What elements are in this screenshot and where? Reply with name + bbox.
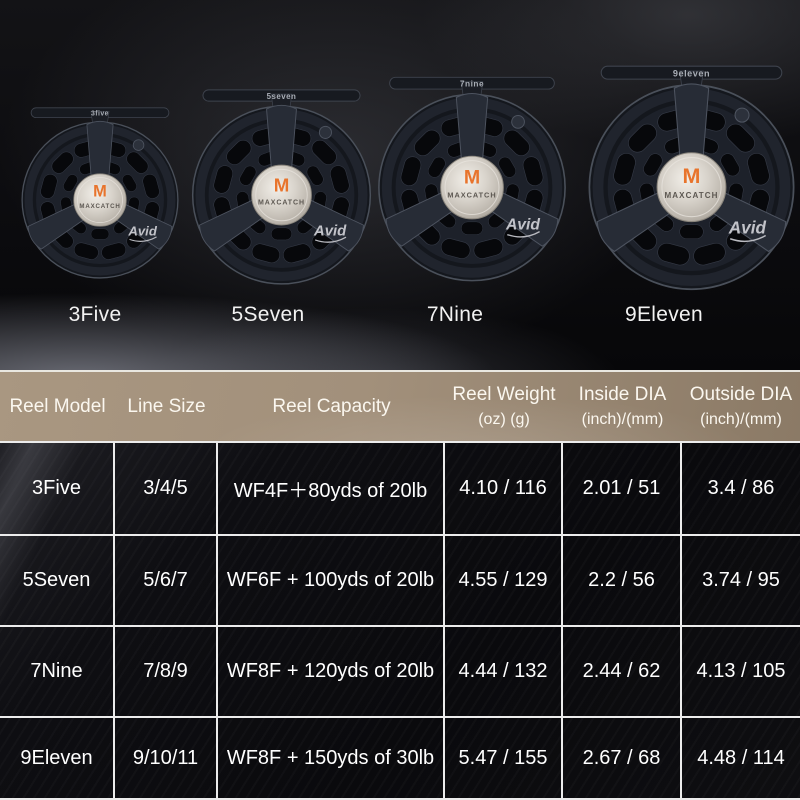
cell-reel-model: 5Seven [0, 536, 115, 625]
brand-name: MAXCATCH [447, 190, 496, 199]
cell-reel-weight: 4.10 / 116 [445, 443, 563, 534]
reel-graphic: 9eleven M MAXCATCH Avid [584, 56, 799, 295]
cell-outside-dia: 3.4 / 86 [707, 477, 775, 499]
cell-line-size: 3/4/5 [115, 443, 218, 534]
header-line1: Outside DIA [689, 384, 793, 405]
reel-handle-label: 7nine [460, 79, 484, 89]
cell-line-size: 7/8/9 [115, 627, 218, 716]
cell-inside-dia: 2.67 / 68 [563, 718, 682, 798]
cell-inside-dia: 2.44 / 62 [563, 627, 682, 716]
cell-reel-capacity: WF4F＋80yds of 20lb [218, 443, 445, 534]
reel-image-9eleven: 9eleven M MAXCATCH Avid [584, 56, 799, 295]
cell-reel-model: 7Nine [0, 627, 115, 716]
spec-row-3five: 3Five 3/4/5 WF4F＋80yds of 20lb 4.10 / 11… [0, 443, 800, 536]
series-logo: Avid [728, 217, 767, 237]
reel-caption-9eleven: 9Eleven [625, 303, 703, 326]
reel-image-5seven: 5seven M MAXCATCH Avid [188, 81, 375, 289]
cell-inside-dia: 2.2 / 56 [563, 536, 682, 625]
spec-row-9eleven: 9Eleven 9/10/11 WF8F + 150yds of 30lb 5.… [0, 718, 800, 800]
header-line1: Reel Model [9, 395, 106, 417]
cell-reel-weight: 4.44 / 132 [445, 627, 563, 716]
header-line2: (oz) (g) [478, 411, 530, 428]
brand-name: MAXCATCH [79, 203, 120, 210]
spec-table: Reel Model Line Size Reel Capacity Reel … [0, 370, 800, 800]
cell-inside-dia: 2.01 / 51 [563, 443, 682, 534]
column-header-line-size: Line Size [115, 372, 218, 441]
header-line2: (inch)/(mm) [700, 411, 782, 428]
spec-row-5seven: 5Seven 5/6/7 WF6F + 100yds of 20lb 4.55 … [0, 536, 800, 627]
table-header-row: Reel Model Line Size Reel Capacity Reel … [0, 370, 800, 443]
column-header-outside-dia: Outside DIA (inch)/(mm) [682, 372, 800, 441]
reel-image-7nine: 7nine M MAXCATCH Avid [374, 68, 570, 286]
series-logo: Avid [127, 223, 157, 238]
brand-name: MAXCATCH [664, 191, 718, 200]
brand-mark-icon: M [683, 164, 701, 188]
series-logo: Avid [313, 222, 347, 239]
column-header-reel-capacity: Reel Capacity [218, 372, 445, 441]
header-line1: Line Size [127, 395, 206, 417]
reel-graphic: 5seven M MAXCATCH Avid [188, 81, 375, 289]
cell-reel-capacity: WF6F + 100yds of 20lb [218, 536, 445, 625]
reel-caption-3five: 3Five [68, 303, 122, 326]
cell-reel-weight: 5.47 / 155 [445, 718, 563, 798]
reel-handle-label: 9eleven [673, 68, 710, 78]
brand-mark-icon: M [464, 167, 480, 189]
cell-outside-dia: 4.13 / 105 [696, 660, 786, 682]
cell-reel-capacity: WF8F + 150yds of 30lb [218, 718, 445, 798]
header-line1: Inside DIA [578, 384, 667, 405]
brand-name: MAXCATCH [258, 199, 305, 206]
cell-reel-model: 9Eleven [0, 718, 115, 798]
cell-outside-dia: 3.74 / 95 [702, 569, 780, 591]
cell-line-size: 9/10/11 [115, 718, 218, 798]
spec-row-7nine: 7Nine 7/8/9 WF8F + 120yds of 20lb 4.44 /… [0, 627, 800, 718]
brand-mark-icon: M [93, 183, 107, 201]
cell-line-size: 5/6/7 [115, 536, 218, 625]
series-logo: Avid [505, 217, 540, 234]
header-line1: Reel Capacity [272, 395, 391, 417]
reel-handle-label: 3five [91, 111, 109, 118]
reel-caption-5seven: 5Seven [231, 303, 305, 326]
brand-mark-icon: M [274, 174, 290, 195]
column-header-inside-dia: Inside DIA (inch)/(mm) [563, 372, 682, 441]
cell-reel-model: 3Five [0, 443, 115, 534]
column-header-reel-model: Reel Model [0, 372, 115, 441]
cell-reel-capacity: WF8F + 120yds of 20lb [218, 627, 445, 716]
header-line1: Reel Weight [452, 384, 556, 405]
cell-reel-weight: 4.55 / 129 [445, 536, 563, 625]
reel-caption-7nine: 7Nine [426, 303, 484, 326]
reel-graphic: 7nine M MAXCATCH Avid [374, 68, 570, 286]
table-body: 3Five 3/4/5 WF4F＋80yds of 20lb 4.10 / 11… [0, 443, 800, 800]
reel-handle-label: 5seven [267, 92, 297, 101]
column-header-reel-weight: Reel Weight (oz) (g) [445, 372, 563, 441]
reel-graphic: 3five M MAXCATCH Avid [18, 100, 182, 282]
header-line2: (inch)/(mm) [581, 411, 664, 428]
cell-outside-dia: 4.48 / 114 [697, 746, 785, 769]
reel-image-3five: 3five M MAXCATCH Avid [18, 100, 182, 282]
reel-photos-hero: 3five M MAXCATCH Avid 5seven M MAXCATCH … [0, 0, 800, 370]
